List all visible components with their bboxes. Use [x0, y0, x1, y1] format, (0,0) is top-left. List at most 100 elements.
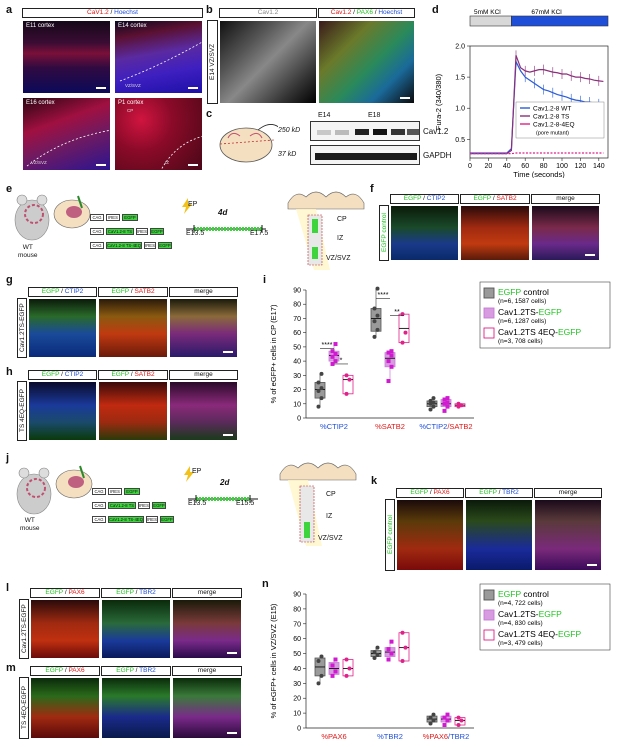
micrograph-g-satb2	[98, 298, 168, 358]
legend-swatch	[483, 589, 495, 601]
timeline-e	[186, 220, 266, 233]
zone-iz-e: IZ	[337, 235, 344, 242]
micrograph-g-ctip2	[28, 298, 97, 358]
data-point	[330, 673, 335, 678]
sig-label: **	[394, 309, 400, 316]
micrograph-m-pax6	[30, 677, 100, 739]
data-point	[316, 388, 321, 393]
micrograph-l-merge	[172, 599, 242, 659]
y-tick-label: 50	[293, 651, 301, 658]
ep-label-e: EP	[188, 201, 198, 208]
construct3j-4eq: CaV1.2-8 TS-4EQ	[108, 516, 144, 523]
panel-k-header-tbr2: EGFP / TBR2	[465, 488, 533, 498]
micrograph-b-cav12-gray	[219, 20, 317, 104]
panel-l-header-merge: merge	[172, 588, 242, 598]
panel-label-d: d	[432, 4, 439, 16]
construct3j-egfp: EGFP	[160, 516, 174, 523]
panel-f-header-merge: merge	[531, 194, 600, 204]
micrograph-p1-cortex: P1 cortex CP IZ	[114, 97, 203, 171]
data-point	[344, 657, 349, 662]
sig-label: ****	[378, 292, 389, 299]
micrograph-g-merge	[169, 298, 238, 358]
ep-label-j: EP	[192, 468, 202, 475]
legend-entry-name: Cav1.2TS-EGFP	[498, 609, 562, 619]
x-tick-label-d: 140	[593, 163, 605, 170]
legend-box-d	[515, 101, 605, 139]
y-tick-label: 40	[293, 666, 301, 673]
brain-section-illustration	[218, 120, 281, 165]
timeline-e-end: E17.5	[250, 230, 269, 237]
construct2-cag: CAG	[90, 228, 104, 235]
data-point	[431, 404, 436, 409]
panel-label-n: n	[262, 578, 269, 590]
data-point	[375, 286, 380, 291]
data-point	[456, 404, 461, 409]
data-point	[445, 400, 450, 405]
micrograph-h-merge	[169, 381, 238, 441]
micrograph-k-pax6	[396, 499, 464, 571]
sig-label: *	[340, 358, 343, 365]
embryo-illustration	[52, 192, 92, 230]
legend-box	[479, 281, 611, 349]
y-tick-label-d: 1.0	[455, 106, 465, 113]
legend-box	[479, 583, 611, 651]
cortex-schematic-e	[286, 185, 366, 270]
x-tick-label-d: 80	[540, 163, 548, 170]
y-tick-label-d: 0.5	[455, 137, 465, 144]
legend-entry-n: (n=6, 1587 cells)	[498, 298, 546, 305]
data-point	[316, 681, 321, 686]
construct1-ires: IRES	[106, 214, 120, 221]
data-point	[316, 404, 321, 409]
legend-entry-name: Cav1.2TS-EGFP	[498, 307, 562, 317]
fura2-calcium-trace-chart: 5mM KCl 67mM KCl 0.5 1.0 1.5 2.0 0 20 40 60 80 100 1…	[434, 9, 609, 178]
blot-mw-250: 250 kD	[278, 127, 301, 134]
x-tick-label-d: 40	[503, 163, 511, 170]
legend-swatch	[483, 629, 495, 641]
kcl-67mm-label: 67mM KCl	[531, 9, 562, 16]
y-tick-label: 30	[293, 373, 301, 380]
data-point	[442, 401, 447, 406]
data-point	[442, 723, 447, 728]
panel-label-l: l	[6, 582, 10, 594]
y-tick-label: 90	[293, 288, 301, 295]
western-blot-cav12	[310, 121, 420, 141]
data-point	[403, 645, 408, 650]
data-point	[344, 373, 349, 378]
legend-entry-n: (n=3, 708 cells)	[498, 338, 543, 345]
data-point	[431, 718, 436, 723]
panel-f-side-label: EGFP control	[379, 205, 389, 261]
data-point	[445, 404, 450, 409]
sig-label: ****	[322, 342, 333, 349]
data-point	[330, 361, 335, 366]
y-tick-label: 80	[293, 302, 301, 309]
y-tick-label: 80	[293, 606, 301, 613]
micrograph-l-tbr2	[101, 599, 171, 659]
legend-entry-name: EGFP control	[498, 589, 549, 599]
legend-entry-n: (n=3, 479 cells)	[498, 640, 543, 647]
legend-entry-name: Cav1.2TS 4EQ-EGFP	[498, 629, 581, 639]
data-point	[442, 397, 447, 402]
cp-marker-boxplot-chart: 0 10 20 30 40 50 60 70 80 90 % of eGFP+ cells in C…	[269, 281, 611, 431]
data-point	[386, 359, 391, 364]
zone-vzsvz-e: VZ/SVZ	[326, 255, 351, 262]
construct2-ires: IRES	[136, 228, 148, 235]
data-point	[456, 401, 461, 406]
embryo-illustration-j	[54, 462, 94, 500]
zone-vzsvz-j: VZ/SVZ	[318, 535, 343, 542]
panel-f-header-ctip2: EGFP / CTIP2	[390, 194, 459, 204]
construct3-cag: CAG	[90, 242, 104, 249]
y-axis-label: % of eGFP+ cells in VZ/SVZ (E15)	[269, 603, 278, 718]
data-point	[319, 654, 324, 659]
panel-label-m: m	[6, 662, 16, 674]
data-point	[431, 712, 436, 717]
panel-label-k: k	[371, 475, 378, 487]
panel-label-c: c	[206, 108, 213, 120]
construct2j-egfp: EGFP	[152, 502, 166, 509]
data-point	[445, 718, 450, 723]
panel-l-side-label: Cav1.2TS-EGFP	[19, 599, 29, 659]
data-point	[375, 327, 380, 332]
y-axis-label: % of eGFP+ cells in CP (E17)	[269, 304, 278, 403]
panel-h-header-ctip2: EGFP / CTIP2	[28, 370, 97, 380]
data-point	[445, 712, 450, 717]
y-tick-label: 20	[293, 696, 301, 703]
